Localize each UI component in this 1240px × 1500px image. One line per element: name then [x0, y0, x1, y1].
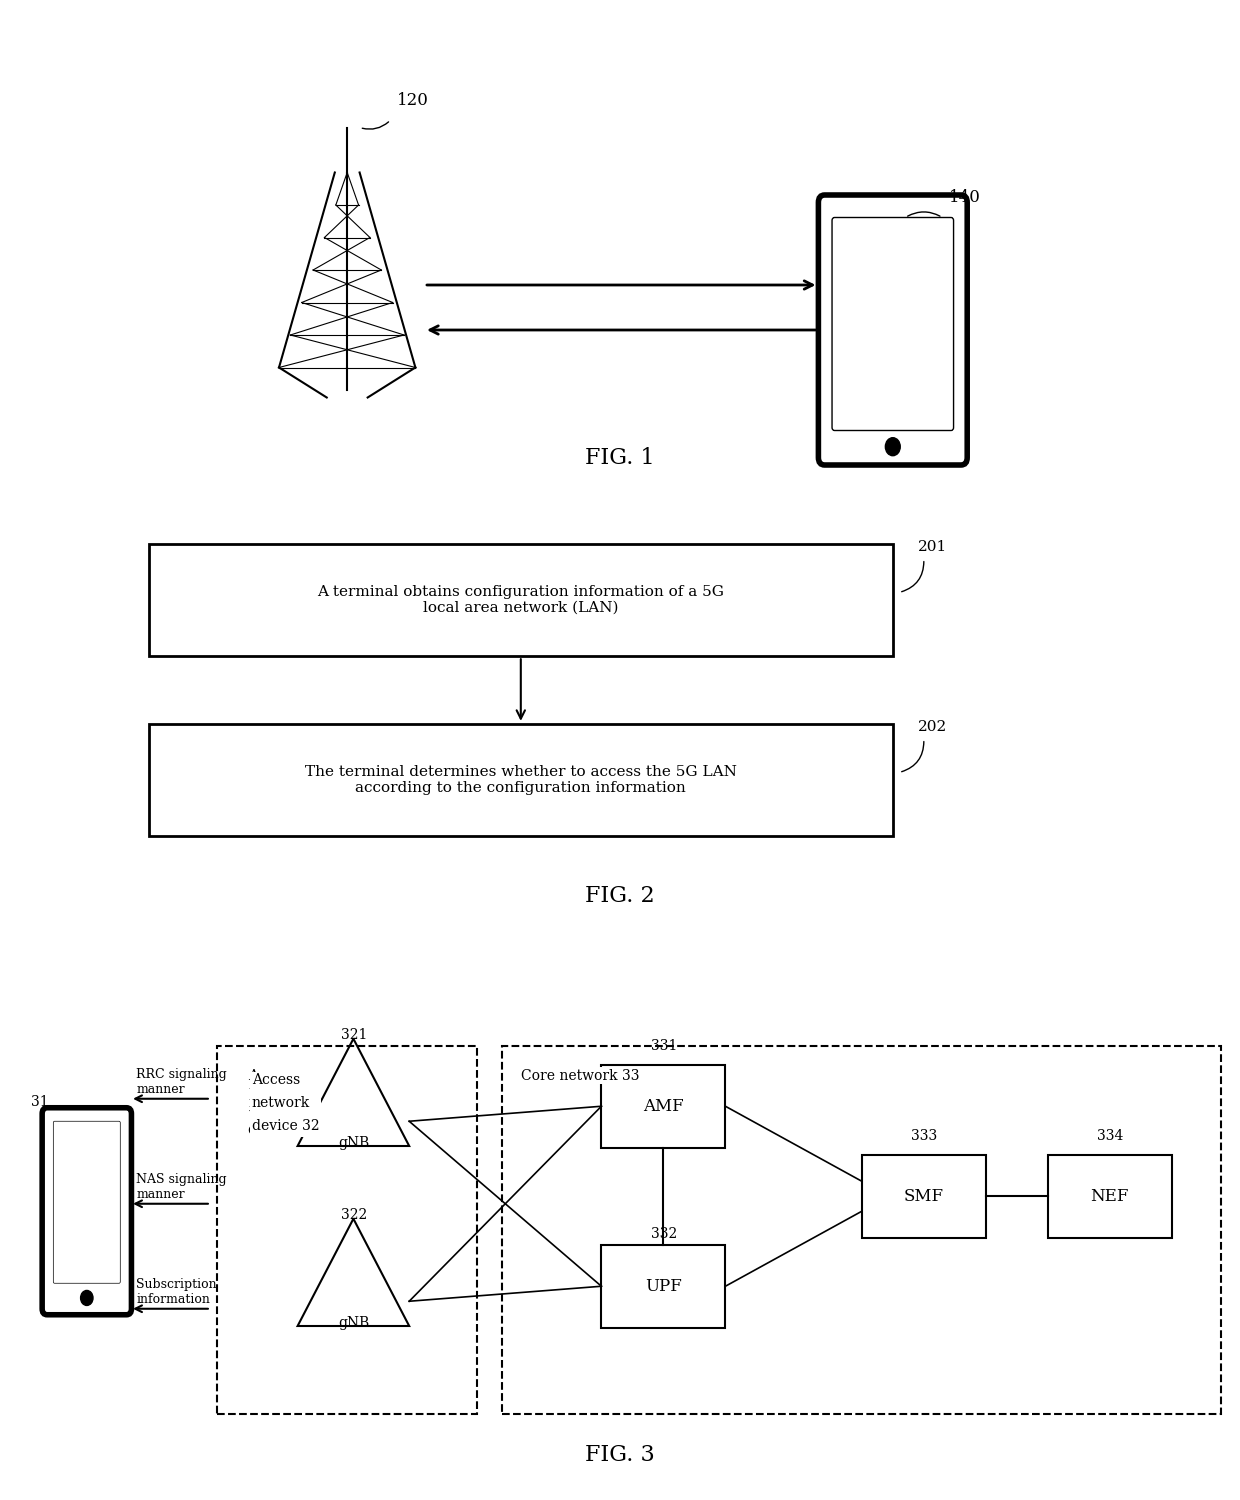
- FancyBboxPatch shape: [1048, 1155, 1172, 1238]
- Text: device 32: device 32: [248, 1122, 316, 1137]
- FancyBboxPatch shape: [53, 1120, 120, 1282]
- Text: 334: 334: [1097, 1130, 1123, 1143]
- FancyBboxPatch shape: [149, 724, 893, 837]
- FancyBboxPatch shape: [832, 217, 954, 430]
- Circle shape: [81, 1290, 93, 1305]
- FancyBboxPatch shape: [601, 1065, 725, 1148]
- Text: 333: 333: [911, 1130, 937, 1143]
- Text: 322: 322: [341, 1208, 367, 1221]
- Text: FIG. 1: FIG. 1: [585, 447, 655, 468]
- FancyBboxPatch shape: [149, 544, 893, 657]
- Text: FIG. 3: FIG. 3: [585, 1443, 655, 1466]
- Text: AMF: AMF: [644, 1098, 683, 1114]
- Text: 120: 120: [397, 92, 429, 110]
- FancyBboxPatch shape: [601, 1245, 725, 1328]
- Text: The terminal determines whether to access the 5G LAN
according to the configurat: The terminal determines whether to acces…: [305, 765, 737, 795]
- Text: Access
network
device 32: Access network device 32: [252, 1074, 320, 1132]
- Text: SMF: SMF: [904, 1188, 944, 1204]
- Text: network: network: [248, 1095, 306, 1110]
- FancyBboxPatch shape: [818, 195, 967, 465]
- Text: Subscription
information: Subscription information: [136, 1278, 217, 1305]
- FancyBboxPatch shape: [862, 1155, 986, 1238]
- Text: gNB: gNB: [337, 1317, 370, 1330]
- Text: A terminal obtains configuration information of a 5G
local area network (LAN): A terminal obtains configuration informa…: [317, 585, 724, 615]
- Text: Access
network
device 32: Access network device 32: [248, 1068, 316, 1114]
- Text: 31: 31: [31, 1095, 48, 1108]
- Text: UPF: UPF: [645, 1278, 682, 1294]
- Text: 321: 321: [341, 1028, 367, 1041]
- Text: NAS signaling
manner: NAS signaling manner: [136, 1173, 227, 1200]
- Text: 140: 140: [949, 189, 981, 207]
- FancyBboxPatch shape: [502, 1047, 1221, 1413]
- Text: 202: 202: [918, 720, 947, 735]
- Text: FIG. 2: FIG. 2: [585, 885, 655, 908]
- Text: NEF: NEF: [1090, 1188, 1130, 1204]
- Text: 332: 332: [651, 1227, 677, 1240]
- Text: gNB: gNB: [337, 1137, 370, 1150]
- Text: Access: Access: [248, 1068, 296, 1083]
- Text: 201: 201: [918, 540, 947, 555]
- Circle shape: [885, 438, 900, 456]
- FancyBboxPatch shape: [42, 1107, 131, 1314]
- FancyBboxPatch shape: [217, 1047, 477, 1413]
- Text: Core network 33: Core network 33: [521, 1068, 640, 1083]
- Text: RRC signaling
manner: RRC signaling manner: [136, 1068, 227, 1095]
- Text: 331: 331: [651, 1040, 677, 1053]
